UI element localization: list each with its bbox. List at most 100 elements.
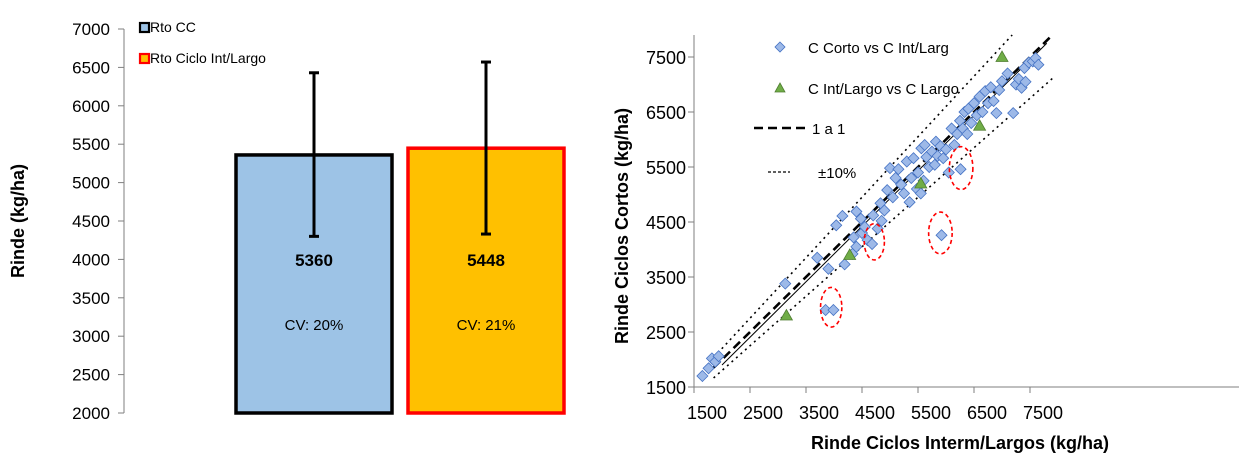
scatter-y-tick-label: 1500 bbox=[646, 378, 686, 398]
outlier-circle bbox=[819, 286, 843, 328]
scatter-point-diamond bbox=[993, 83, 1006, 97]
legend-label: C Int/Largo vs C Largo bbox=[808, 81, 959, 98]
scatter-point-diamond bbox=[886, 191, 899, 204]
scatter-point-diamond bbox=[878, 204, 891, 217]
bar-y-tick-label: 2500 bbox=[72, 366, 110, 385]
scatter-point-diamond bbox=[847, 231, 860, 244]
scatter-point-diamond bbox=[871, 222, 884, 235]
scatter-x-tick-label: 5500 bbox=[911, 403, 951, 423]
bar-chart: 2000 2500 3000 3500 4000 4500 5000 5500 6000 6500… bbox=[8, 19, 566, 423]
scatter-point-triangle bbox=[842, 248, 857, 260]
legend-triangle-marker bbox=[774, 82, 786, 93]
scatter-point-diamond bbox=[1001, 67, 1014, 80]
scatter-point-diamond bbox=[1019, 75, 1032, 88]
scatter-point-diamond bbox=[822, 262, 835, 275]
legend-label: C Corto vs C Int/Larg bbox=[808, 40, 949, 57]
scatter-point-diamond bbox=[937, 152, 950, 165]
scatter-point-diamond bbox=[914, 187, 927, 200]
scatter-points bbox=[696, 50, 1045, 383]
scatter-point-diamond bbox=[935, 229, 948, 242]
scatter-x-tick-label: 6500 bbox=[967, 403, 1007, 423]
scatter-point-diamond bbox=[854, 212, 867, 225]
scatter-point-diamond bbox=[889, 171, 902, 185]
scatter-point-diamond bbox=[903, 196, 916, 209]
legend-label: ±10% bbox=[818, 165, 856, 182]
scatter-x-axis-label: Rinde Ciclos Interm/Largos (kg/ha) bbox=[811, 433, 1109, 453]
bar-y-axis-label: Rinde (kg/ha) bbox=[8, 164, 28, 278]
scatter-y-tick-label: 7500 bbox=[646, 48, 686, 68]
scatter-point-diamond bbox=[987, 94, 1000, 108]
scatter-point-diamond bbox=[995, 75, 1009, 88]
scatter-point-diamond bbox=[866, 237, 879, 251]
scatter-x-tick-label: 2500 bbox=[743, 403, 783, 423]
scatter-point-diamond bbox=[712, 350, 725, 363]
scatter-point-diamond bbox=[961, 127, 974, 141]
scatter-point-diamond bbox=[1012, 72, 1025, 86]
scatter-point-diamond bbox=[883, 162, 897, 175]
bar-y-tick-label: 5500 bbox=[72, 135, 110, 154]
scatter-x-tick-label: 7500 bbox=[1023, 403, 1063, 423]
scatter-x-tick-label: 1500 bbox=[687, 403, 727, 423]
bar-series: 5360 CV: 20% 5448 CV: 21% bbox=[234, 60, 566, 415]
scatter-point-diamond bbox=[892, 163, 905, 176]
scatter-outlier-circles bbox=[819, 145, 974, 328]
scatter-point-diamond bbox=[939, 143, 953, 156]
bar-y-tick-label: 3000 bbox=[72, 327, 110, 346]
scatter-point-diamond bbox=[830, 219, 843, 232]
scatter-point-diamond bbox=[911, 166, 925, 179]
scatter-point-diamond bbox=[827, 303, 840, 317]
bar-legend: Rto CC Rto Ciclo Int/Largo bbox=[138, 19, 266, 66]
legend-label: Rto CC bbox=[150, 19, 196, 35]
scatter-point-diamond bbox=[779, 277, 792, 290]
outlier-circle bbox=[863, 222, 886, 261]
bar-y-tick-label: 2000 bbox=[72, 404, 110, 423]
legend-swatch bbox=[138, 52, 151, 65]
scatter-point-diamond bbox=[942, 166, 955, 179]
scatter-point-diamond bbox=[702, 362, 715, 375]
bar-y-tick-label: 6500 bbox=[72, 58, 110, 77]
scatter-point-diamond bbox=[850, 205, 863, 218]
legend-label: Rto Ciclo Int/Largo bbox=[150, 50, 266, 66]
scatter-y-tick-label: 2500 bbox=[646, 323, 686, 343]
scatter-y-tick-label: 4500 bbox=[646, 213, 686, 233]
scatter-point-diamond bbox=[867, 209, 880, 222]
scatter-point-diamond bbox=[875, 214, 888, 227]
bar-y-tick-label: 5000 bbox=[72, 174, 110, 193]
scatter-legend: C Corto vs C Int/Larg C Int/Largo vs C La… bbox=[754, 40, 959, 182]
scatter-point-diamond bbox=[976, 105, 989, 119]
bar-y-tick-label: 3500 bbox=[72, 289, 110, 308]
scatter-x-tick-label: 4500 bbox=[855, 403, 895, 423]
scatter-x-tick-label: 3500 bbox=[799, 403, 839, 423]
scatter-point-diamond bbox=[918, 138, 931, 152]
reference-line bbox=[713, 34, 1013, 359]
scatter-y-axis-label: Rinde Ciclos Cortos (kg/ha) bbox=[612, 108, 632, 344]
bar-y-tick-label: 6000 bbox=[72, 97, 110, 116]
scatter-chart: 1500 2500 3500 4500 5500 6500 7500 1500 2500 3500… bbox=[612, 34, 1239, 453]
outlier-circle bbox=[948, 145, 974, 191]
scatter-point-diamond bbox=[967, 97, 981, 110]
bar-y-ticks: 2000 2500 3000 3500 4000 4500 5000 5500 6000 6500… bbox=[72, 20, 124, 423]
legend-swatch bbox=[138, 21, 151, 34]
bar-y-tick-label: 7000 bbox=[72, 20, 110, 39]
scatter-point-diamond bbox=[965, 116, 978, 130]
outlier-circle bbox=[927, 211, 953, 255]
scatter-point-diamond bbox=[836, 209, 849, 223]
bar-cv-label: CV: 21% bbox=[457, 317, 516, 334]
scatter-y-tick-label: 3500 bbox=[646, 268, 686, 288]
scatter-point-diamond bbox=[850, 240, 863, 253]
scatter-point-diamond bbox=[905, 171, 918, 185]
scatter-point-diamond bbox=[811, 251, 824, 264]
scatter-point-triangle bbox=[995, 50, 1009, 62]
scatter-y-tick-label: 6500 bbox=[646, 103, 686, 123]
legend-label: 1 a 1 bbox=[812, 121, 845, 138]
scatter-point-diamond bbox=[897, 187, 911, 200]
bar-cv-label: CV: 20% bbox=[285, 317, 344, 334]
scatter-point-triangle bbox=[914, 176, 928, 189]
bar-value-label: 5360 bbox=[295, 251, 333, 270]
scatter-point-diamond bbox=[696, 369, 709, 383]
bar-value-label: 5448 bbox=[467, 251, 505, 270]
scatter-point-diamond bbox=[881, 184, 894, 197]
bar-y-tick-label: 4500 bbox=[72, 212, 110, 231]
